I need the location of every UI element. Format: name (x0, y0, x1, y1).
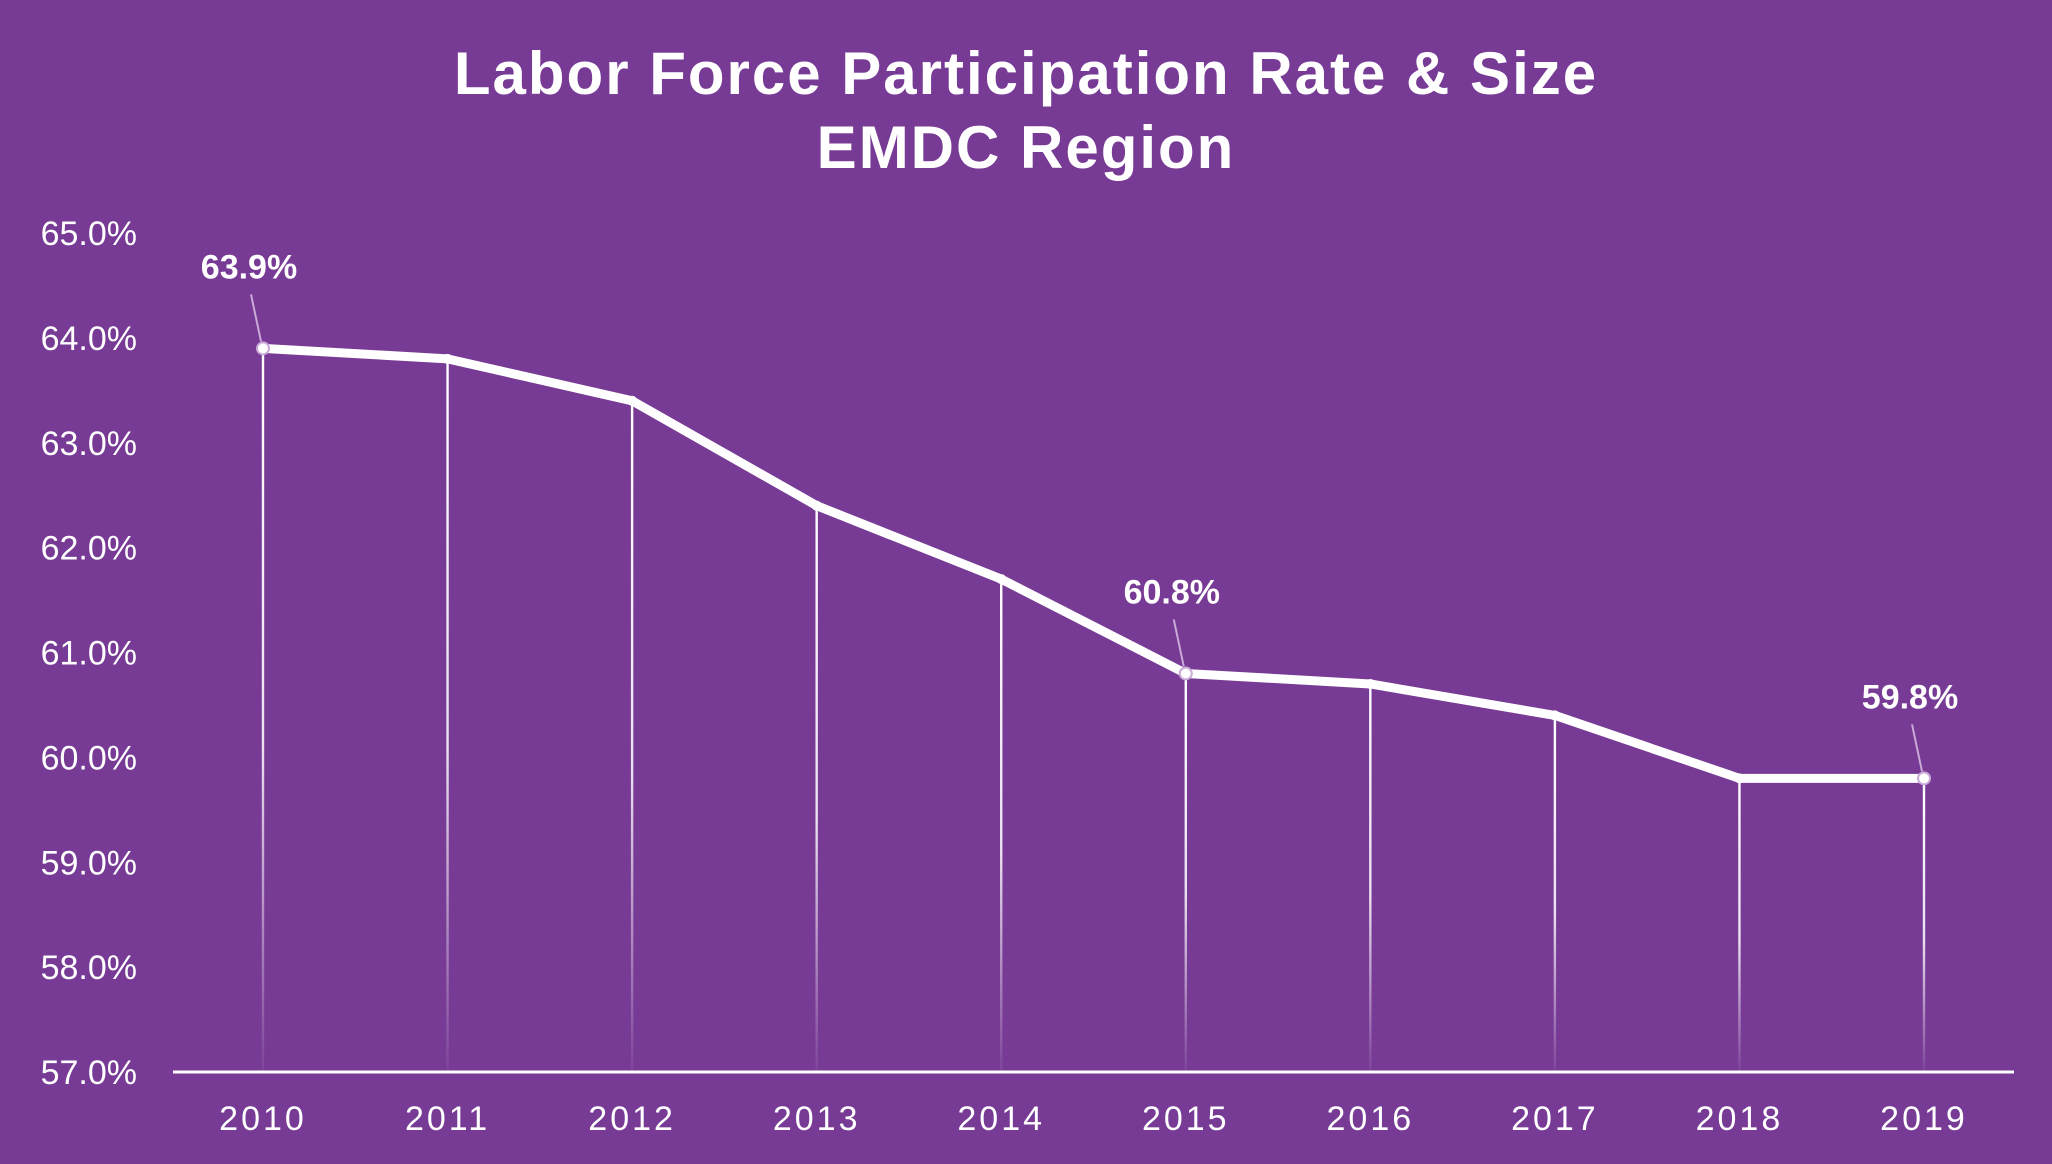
annotation-marker (256, 341, 270, 356)
data-point-2013 (811, 500, 822, 511)
y-tick-label: 63.0% (41, 425, 137, 463)
x-tick-label: 2011 (405, 1100, 490, 1138)
data-point-2018 (1734, 773, 1745, 784)
y-tick-label: 57.0% (41, 1054, 137, 1092)
y-axis-ticks: 65.0% 64.0% 63.0% 62.0% 61.0% 60.0% 59.0% 58.0%… (41, 215, 137, 1092)
drop-lines (261, 348, 1926, 1073)
drop-line-2018 (1738, 778, 1741, 1072)
drop-line-2015 (1184, 673, 1187, 1072)
drop-line-2013 (815, 505, 818, 1072)
y-tick-label: 59.0% (41, 844, 137, 882)
y-tick-label: 62.0% (41, 530, 137, 568)
x-tick-label: 2013 (773, 1100, 861, 1138)
x-tick-label: 2018 (1696, 1100, 1784, 1138)
data-point-2014 (996, 574, 1007, 585)
y-tick-label: 65.0% (41, 215, 137, 253)
chart-title: Labor Force Participation Rate & Size (453, 40, 1599, 107)
annotation-marker (1178, 666, 1193, 681)
drop-line-2014 (1000, 579, 1003, 1072)
x-tick-label: 2010 (219, 1100, 307, 1138)
y-tick-label: 61.0% (41, 635, 137, 673)
data-annotations: 63.9% 60.8% 59.8% (201, 248, 1958, 786)
data-label: 63.9% (201, 248, 297, 286)
data-label: 59.8% (1862, 678, 1958, 716)
drop-line-2010 (261, 348, 265, 1072)
data-label: 60.8% (1124, 573, 1220, 611)
data-point-2016 (1365, 678, 1376, 689)
annotation-leader-line (1911, 724, 1923, 772)
annotation-leader-line (250, 294, 262, 342)
x-tick-label: 2017 (1511, 1100, 1599, 1138)
series-rate (258, 343, 1929, 784)
drop-line-2019 (1922, 778, 1926, 1072)
annotation-marker (1917, 771, 1931, 786)
chart-subtitle: EMDC Region (816, 114, 1236, 181)
x-tick-label: 2016 (1327, 1100, 1415, 1138)
y-tick-label: 64.0% (41, 320, 137, 358)
data-point-2017 (1549, 710, 1560, 721)
x-tick-label: 2015 (1142, 1100, 1230, 1138)
x-axis-ticks: 2010 2011 2012 2013 2014 2015 2016 2017 2018 2019 (219, 1100, 1968, 1138)
y-tick-label: 60.0% (41, 739, 137, 777)
drop-line-2016 (1369, 683, 1372, 1072)
drop-line-2017 (1553, 715, 1557, 1072)
series-line (258, 343, 1929, 783)
x-tick-label: 2014 (957, 1100, 1045, 1138)
x-tick-label: 2012 (588, 1100, 676, 1138)
y-tick-label: 58.0% (41, 949, 137, 987)
data-point-2012 (627, 395, 638, 406)
drop-line-2012 (630, 400, 634, 1072)
annotation-leader-line (1172, 619, 1185, 667)
data-point-2011 (442, 353, 453, 364)
drop-line-2011 (446, 358, 449, 1073)
x-tick-label: 2019 (1880, 1100, 1968, 1138)
